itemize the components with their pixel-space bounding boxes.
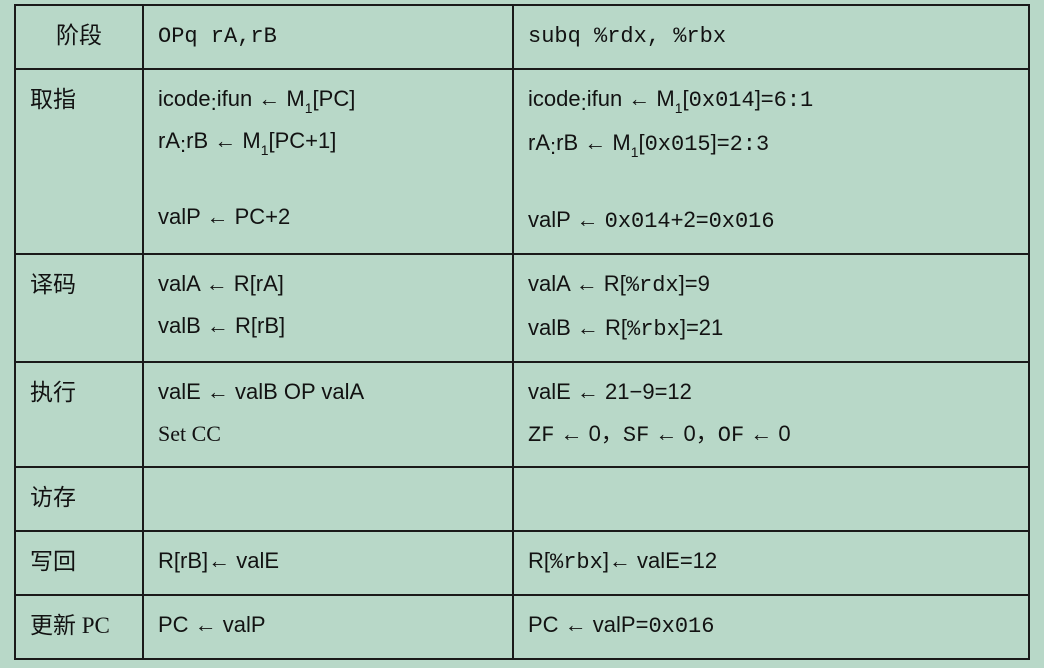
stage-writeback: 写回 <box>15 531 143 595</box>
stage-memory: 访存 <box>15 467 143 531</box>
cell-line: valB ← R[%rbx]=21 <box>528 315 723 340</box>
stage-label: 更新 PC <box>30 613 110 638</box>
instruction-stage-table: 阶段 OPq rA,rB subq %rdx, %rbx 取指 icode:if… <box>14 4 1030 660</box>
execute-specific: valE ← 21−9=12 ZF ← 0，SF ← 0，OF ← 0 <box>513 362 1029 468</box>
fetch-generic: icode:ifun ← M1[PC] rA:rB ← M1[PC+1] val… <box>143 69 513 254</box>
table-header-row: 阶段 OPq rA,rB subq %rdx, %rbx <box>15 5 1029 69</box>
fetch-specific: icode:ifun ← M1[0x014]=6:1 rA:rB ← M1[0x… <box>513 69 1029 254</box>
pcupdate-generic: PC ← valP <box>143 595 513 659</box>
header-generic-text: OPq rA,rB <box>158 24 277 49</box>
cell-line: rA:rB ← M1[PC+1] <box>158 128 336 153</box>
cell-line: PC ← valP <box>158 612 266 637</box>
stage-execute: 执行 <box>15 362 143 468</box>
cell-line: valP ← PC+2 <box>158 204 290 229</box>
stage-label: 取指 <box>30 87 76 112</box>
cell-line: valE ← valB OP valA <box>158 379 364 404</box>
memory-generic <box>143 467 513 531</box>
table-row: 访存 <box>15 467 1029 531</box>
cell-line: PC ← valP=0x016 <box>528 612 714 637</box>
table-row: 写回 R[rB]← valE R[%rbx]← valE=12 <box>15 531 1029 595</box>
stage-pcupdate: 更新 PC <box>15 595 143 659</box>
cell-line: R[rB]← valE <box>158 548 279 573</box>
memory-specific <box>513 467 1029 531</box>
stage-decode: 译码 <box>15 254 143 362</box>
writeback-specific: R[%rbx]← valE=12 <box>513 531 1029 595</box>
header-generic: OPq rA,rB <box>143 5 513 69</box>
header-specific: subq %rdx, %rbx <box>513 5 1029 69</box>
stage-label: 执行 <box>30 380 76 405</box>
decode-generic: valA ← R[rA] valB ← R[rB] <box>143 254 513 362</box>
cell-line: valP ← 0x014+2=0x016 <box>528 207 775 232</box>
cell-line: Set CC <box>158 421 221 446</box>
table-row: 更新 PC PC ← valP PC ← valP=0x016 <box>15 595 1029 659</box>
execute-generic: valE ← valB OP valA Set CC <box>143 362 513 468</box>
pcupdate-specific: PC ← valP=0x016 <box>513 595 1029 659</box>
cell-line: valB ← R[rB] <box>158 313 285 338</box>
cell-line: ZF ← 0，SF ← 0，OF ← 0 <box>528 421 791 446</box>
cell-line: R[%rbx]← valE=12 <box>528 548 717 573</box>
cell-line: icode:ifun ← M1[0x014]=6:1 <box>528 86 813 111</box>
table-row: 执行 valE ← valB OP valA Set CC valE ← 21−… <box>15 362 1029 468</box>
cell-line: valE ← 21−9=12 <box>528 379 692 404</box>
writeback-generic: R[rB]← valE <box>143 531 513 595</box>
cell-line: valA ← R[%rdx]=9 <box>528 271 710 296</box>
header-stage: 阶段 <box>15 5 143 69</box>
stage-label: 译码 <box>30 272 76 297</box>
table-row: 译码 valA ← R[rA] valB ← R[rB] valA ← R[%r… <box>15 254 1029 362</box>
stage-label: 写回 <box>30 549 76 574</box>
stage-label: 访存 <box>30 485 76 510</box>
stage-fetch: 取指 <box>15 69 143 254</box>
decode-specific: valA ← R[%rdx]=9 valB ← R[%rbx]=21 <box>513 254 1029 362</box>
table-row: 取指 icode:ifun ← M1[PC] rA:rB ← M1[PC+1] … <box>15 69 1029 254</box>
header-specific-text: subq %rdx, %rbx <box>528 24 726 49</box>
header-stage-text: 阶段 <box>56 23 102 48</box>
cell-line: icode:ifun ← M1[PC] <box>158 86 355 111</box>
cell-line: valA ← R[rA] <box>158 271 284 296</box>
cell-line: rA:rB ← M1[0x015]=2:3 <box>528 130 769 155</box>
